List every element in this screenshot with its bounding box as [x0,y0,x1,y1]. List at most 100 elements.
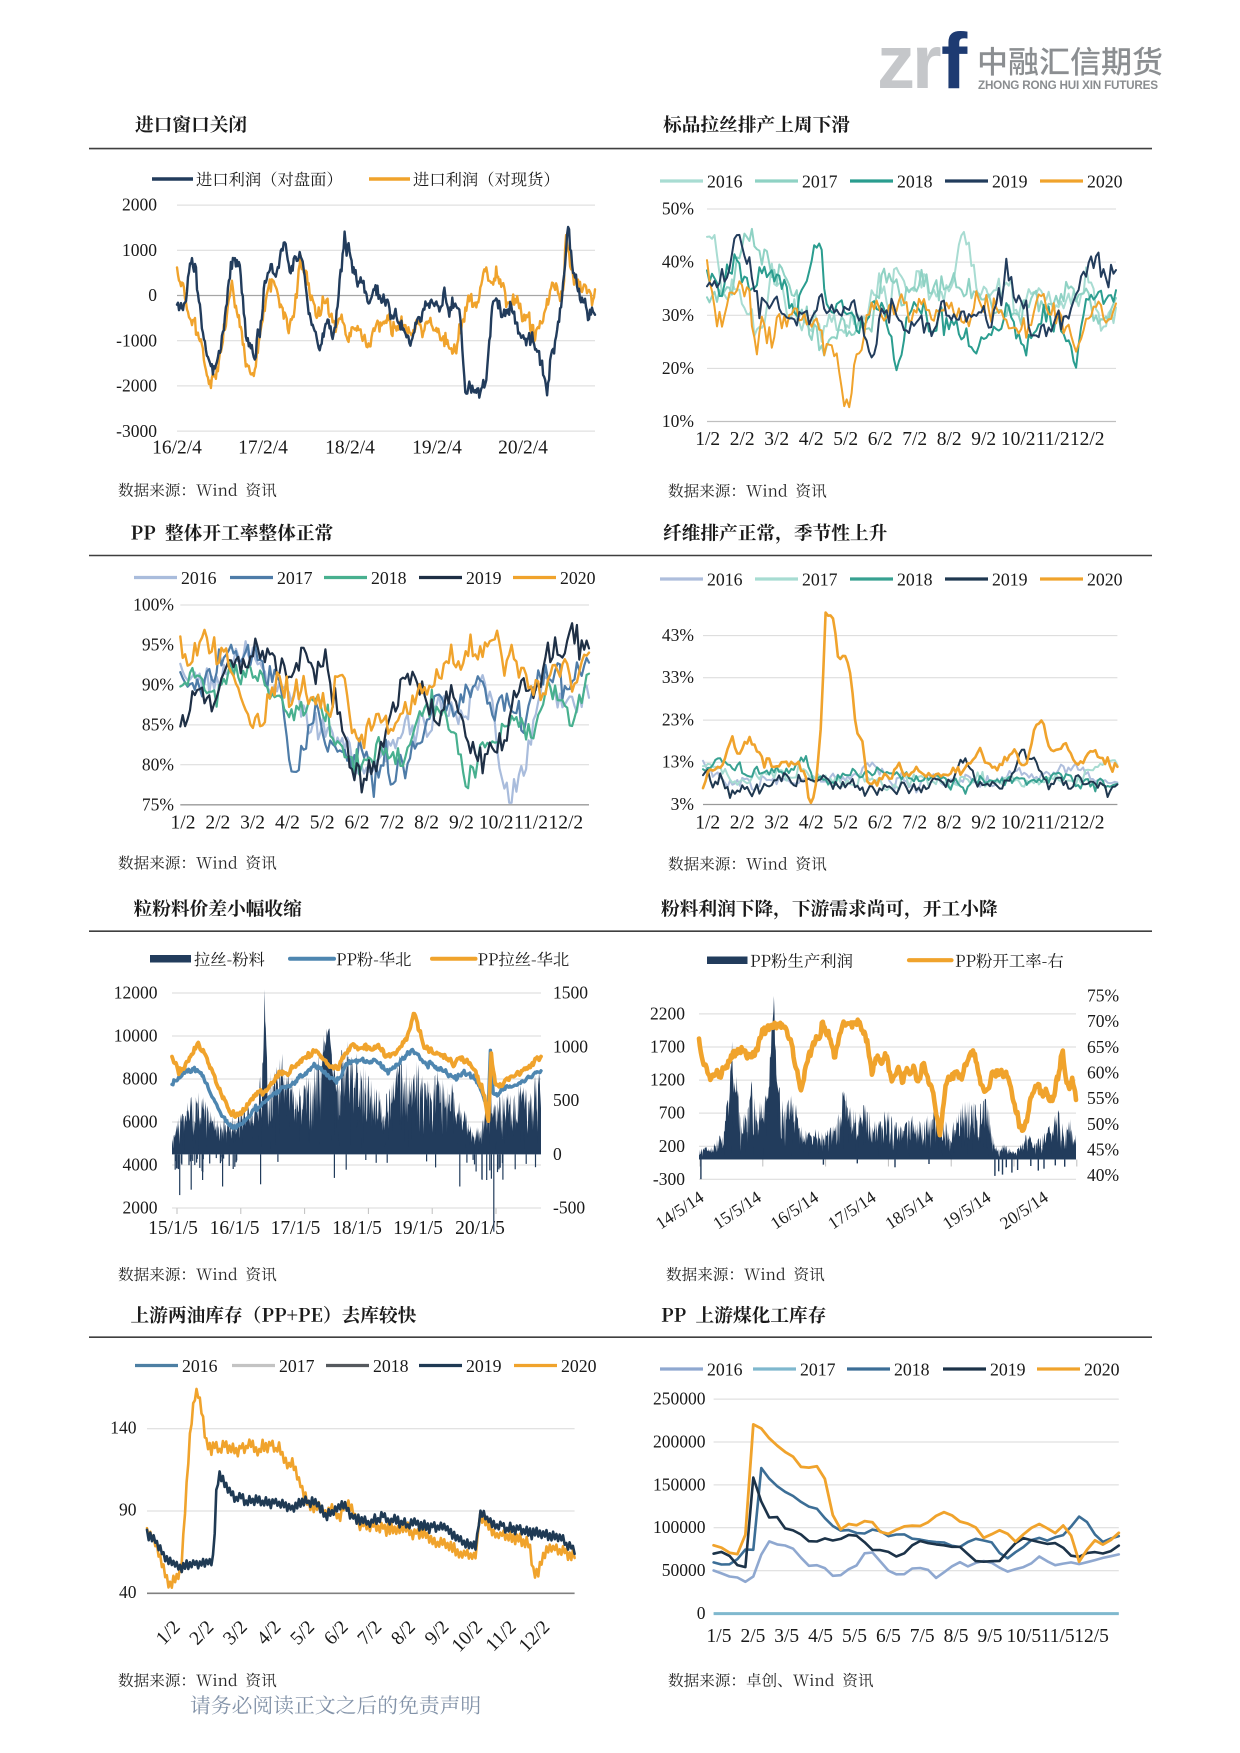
svg-text:13%: 13% [662,752,694,772]
svg-text:6/2: 6/2 [345,813,370,834]
svg-text:2020: 2020 [560,568,596,588]
svg-text:80%: 80% [142,754,174,774]
svg-text:15/1/5: 15/1/5 [148,1218,198,1239]
svg-text:10/5: 10/5 [1006,1626,1041,1647]
svg-text:1/5: 1/5 [707,1626,732,1647]
svg-text:4/2: 4/2 [799,813,824,834]
svg-text:1/2: 1/2 [695,429,720,450]
svg-text:-2000: -2000 [116,376,157,396]
svg-text:11/2: 11/2 [1036,429,1070,450]
svg-text:2018: 2018 [371,568,407,588]
svg-text:1/2: 1/2 [695,813,720,834]
svg-text:2018: 2018 [897,172,933,192]
svg-text:16/2/4: 16/2/4 [152,438,202,459]
svg-text:8/2: 8/2 [937,813,962,834]
svg-text:2016: 2016 [181,568,217,588]
svg-text:1/2: 1/2 [171,813,196,834]
svg-text:9/2: 9/2 [449,813,474,834]
svg-text:20/1/5: 20/1/5 [455,1218,505,1239]
svg-text:2020: 2020 [561,1356,597,1376]
svg-text:75%: 75% [142,794,174,814]
svg-text:ZHONG RONG HUI XIN FUTURES: ZHONG RONG HUI XIN FUTURES [978,79,1158,92]
svg-text:4/2: 4/2 [799,429,824,450]
svg-text:4/2: 4/2 [275,813,300,834]
svg-text:3/2: 3/2 [764,429,789,450]
svg-text:2020: 2020 [1087,172,1123,192]
svg-text:10/2: 10/2 [1001,813,1036,834]
svg-text:6/2: 6/2 [868,813,893,834]
svg-text:40%: 40% [662,252,694,272]
svg-text:3/2: 3/2 [764,813,789,834]
svg-text:70%: 70% [1087,1011,1119,1031]
svg-text:2019: 2019 [990,1360,1026,1380]
svg-text:2000: 2000 [122,195,157,215]
svg-text:2019: 2019 [992,172,1028,192]
svg-text:5/2: 5/2 [833,429,858,450]
svg-text:7/2: 7/2 [379,813,404,834]
svg-text:2019: 2019 [466,568,502,588]
svg-text:2019: 2019 [466,1356,502,1376]
svg-text:16/1/5: 16/1/5 [210,1218,260,1239]
svg-text:7/2: 7/2 [902,429,927,450]
svg-text:zr: zr [877,20,941,105]
svg-text:2000: 2000 [123,1198,158,1218]
svg-text:2016: 2016 [707,570,743,590]
svg-text:12/5: 12/5 [1074,1626,1109,1647]
svg-text:20/2/4: 20/2/4 [498,438,548,459]
svg-text:75%: 75% [1087,986,1119,1006]
svg-text:200: 200 [659,1136,686,1156]
svg-text:10000: 10000 [114,1026,158,1046]
svg-text:95%: 95% [142,635,174,655]
svg-text:1500: 1500 [553,983,588,1003]
svg-text:3/2: 3/2 [240,813,265,834]
svg-text:7/5: 7/5 [910,1626,935,1647]
svg-text:2018: 2018 [894,1360,930,1380]
svg-text:6/5: 6/5 [876,1626,901,1647]
svg-text:2/2: 2/2 [730,429,755,450]
svg-text:8/2: 8/2 [414,813,439,834]
svg-text:20%: 20% [662,358,694,378]
svg-text:4000: 4000 [123,1155,158,1175]
svg-text:2020: 2020 [1087,570,1123,590]
svg-text:40%: 40% [1087,1165,1119,1185]
svg-text:250000: 250000 [653,1389,706,1409]
svg-text:2017: 2017 [279,1356,315,1376]
svg-text:2016: 2016 [182,1356,218,1376]
svg-text:7/2: 7/2 [902,813,927,834]
svg-text:4/5: 4/5 [808,1626,833,1647]
svg-text:5/5: 5/5 [842,1626,867,1647]
svg-text:11/5: 11/5 [1041,1626,1075,1647]
svg-text:85%: 85% [142,714,174,734]
svg-text:6/2: 6/2 [868,429,893,450]
svg-text:-500: -500 [553,1198,585,1218]
svg-text:2017: 2017 [277,568,313,588]
svg-text:30%: 30% [662,305,694,325]
svg-text:8/2: 8/2 [937,429,962,450]
svg-text:12/2: 12/2 [1070,429,1105,450]
svg-text:1200: 1200 [650,1070,685,1090]
svg-text:17/2/4: 17/2/4 [238,438,288,459]
svg-text:65%: 65% [1087,1037,1119,1057]
svg-text:43%: 43% [662,625,694,645]
svg-text:8000: 8000 [123,1069,158,1089]
svg-text:10/2: 10/2 [479,813,514,834]
svg-text:f: f [941,16,968,105]
svg-text:45%: 45% [1087,1139,1119,1159]
svg-text:500: 500 [553,1090,580,1110]
svg-text:6000: 6000 [123,1112,158,1132]
svg-text:-3000: -3000 [116,421,157,441]
svg-text:9/2: 9/2 [971,813,996,834]
svg-text:10%: 10% [662,411,694,431]
svg-text:2/2: 2/2 [730,813,755,834]
svg-text:12/2: 12/2 [548,813,583,834]
svg-text:2017: 2017 [802,570,838,590]
svg-text:3%: 3% [671,794,694,814]
svg-text:11/2: 11/2 [1036,813,1070,834]
svg-text:50%: 50% [662,199,694,219]
svg-text:18/2/4: 18/2/4 [325,438,375,459]
svg-text:12000: 12000 [114,983,158,1003]
svg-text:11/2: 11/2 [514,813,548,834]
svg-text:2/2: 2/2 [205,813,230,834]
svg-text:23%: 23% [662,709,694,729]
svg-text:55%: 55% [1087,1088,1119,1108]
